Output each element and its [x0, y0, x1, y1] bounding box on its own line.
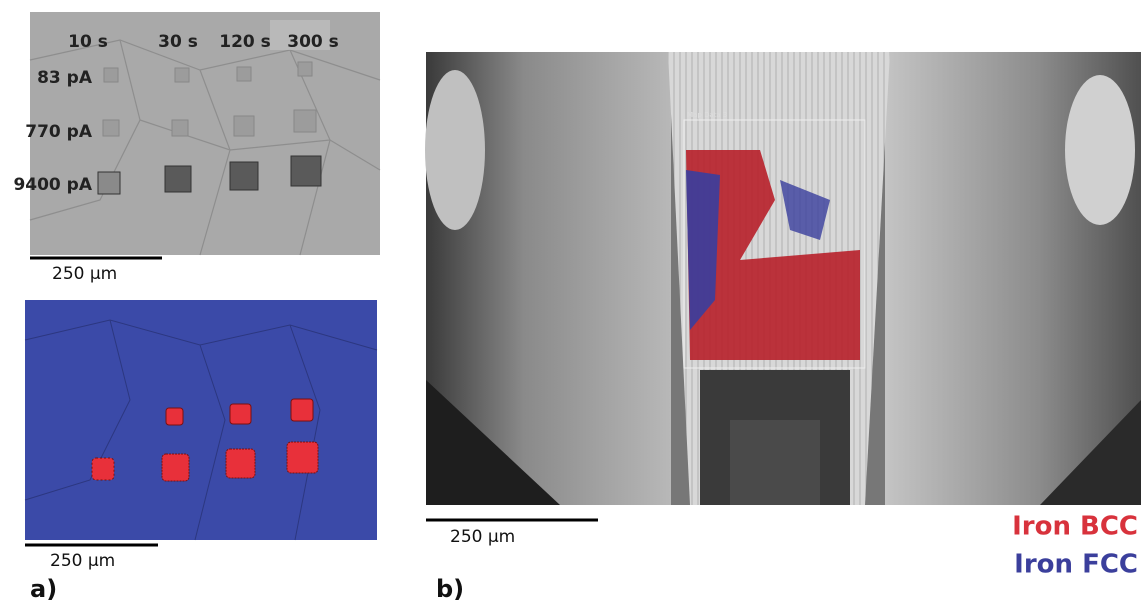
figure: 10 s 30 s 120 s 300 s 83 pA 770 pA 9400 pA 250… [0, 0, 1141, 603]
phase-map [25, 300, 377, 540]
column-label: 30 s [158, 32, 198, 52]
scale-bar-label: 250 μm [450, 527, 515, 547]
scale-bar-label: 250 μm [52, 264, 117, 284]
row-label: 9400 pA [13, 175, 92, 195]
scale-bar-label: 250 μm [50, 551, 115, 571]
panel-label: b) [436, 575, 464, 603]
row-label: 83 pA [37, 68, 93, 88]
legend: Iron BCC Iron FCC [1012, 512, 1138, 580]
legend-entry: Iron FCC [1014, 550, 1138, 580]
legend-entry: Iron BCC [1012, 512, 1138, 542]
row-label: 770 pA [25, 122, 93, 142]
map-label: Map Data 3 [687, 111, 727, 119]
column-label: 300 s [287, 32, 339, 52]
column-label: 10 s [68, 32, 108, 52]
panel-label: a) [30, 575, 57, 603]
optical-image: 10 s 30 s 120 s 300 s 83 pA 770 pA 9400 pA [13, 12, 380, 255]
column-label: 120 s [219, 32, 271, 52]
